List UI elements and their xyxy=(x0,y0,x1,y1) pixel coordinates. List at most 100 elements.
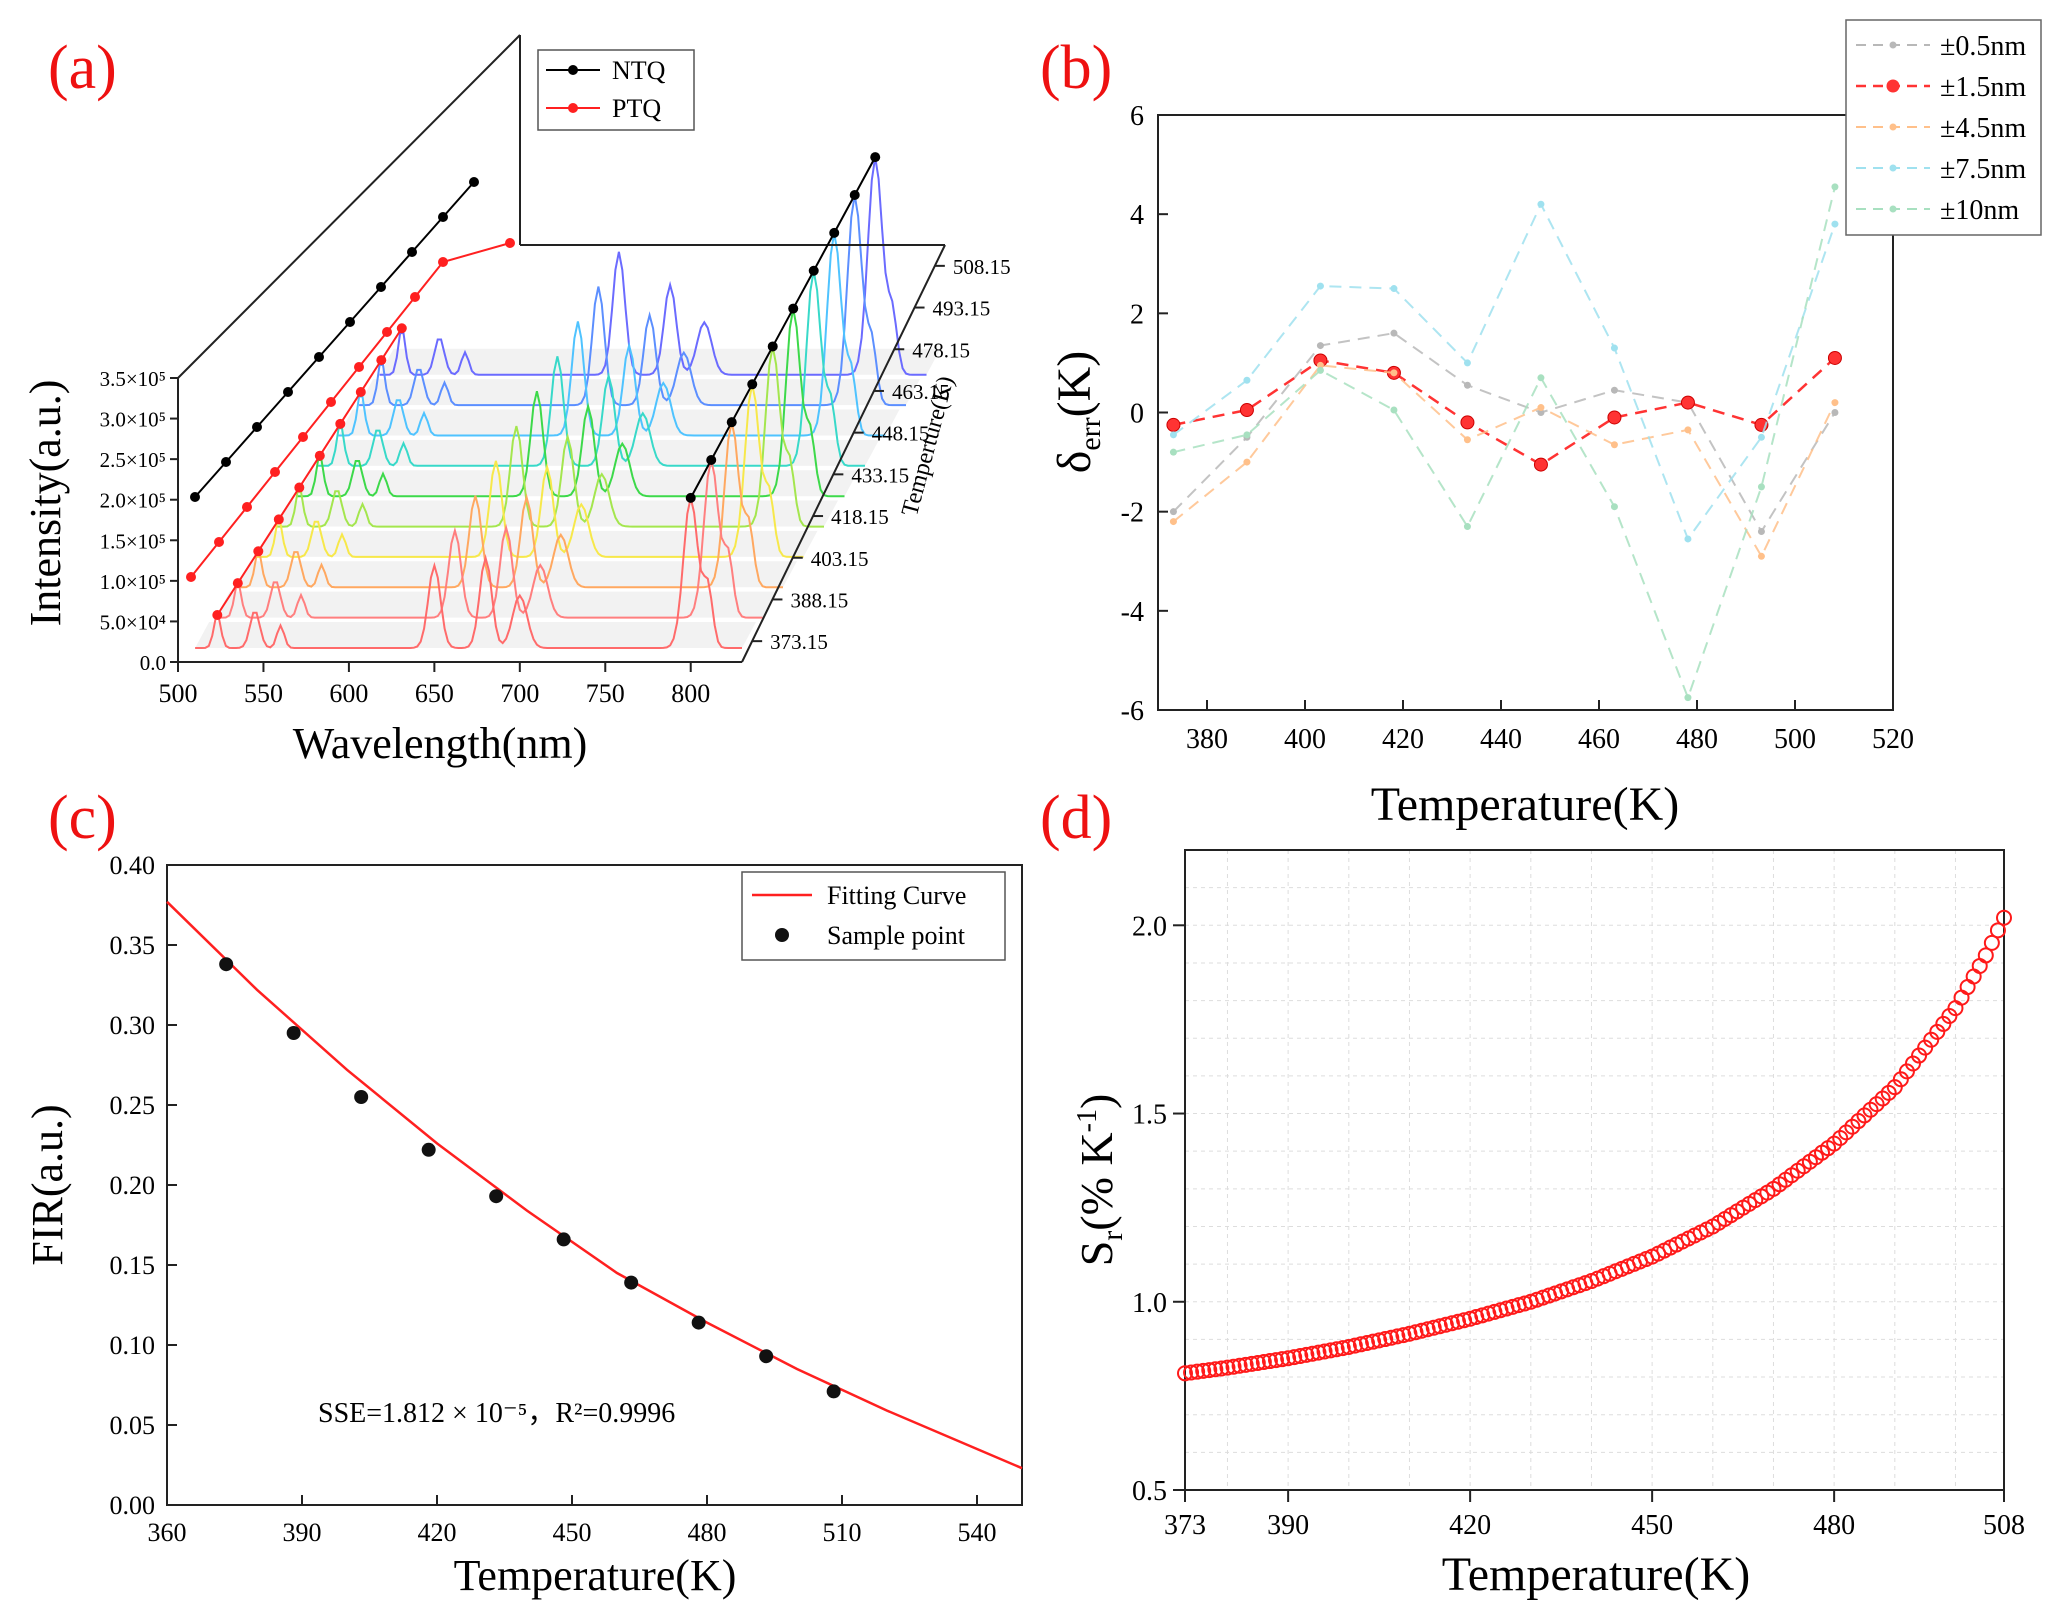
panel-b-legend: ±0.5nm ±1.5nm ±4.5nm ±7.5nm ±10nm xyxy=(1845,19,2042,236)
spectrum-curve-433.15 xyxy=(277,346,824,528)
ntq-back-point xyxy=(438,212,448,222)
legend-label: ±7.5nm xyxy=(1940,154,2026,185)
sr-point xyxy=(1280,1350,1297,1367)
x-tick-label: 550 xyxy=(244,679,283,708)
series-point xyxy=(1680,395,1695,410)
sr-point xyxy=(1183,1364,1200,1381)
spectrum-curve-508.15 xyxy=(379,156,927,376)
ntq-front-point xyxy=(767,341,778,352)
series-point xyxy=(1757,528,1765,535)
y-tick-label: 6 xyxy=(1130,101,1144,132)
series-point xyxy=(1316,361,1324,369)
series-point xyxy=(1463,359,1471,367)
ptq-front-point xyxy=(212,610,223,620)
series-line-±4.5nm xyxy=(1172,364,1836,559)
ntq-front-point xyxy=(870,152,881,163)
spectrum-curve-373.15 xyxy=(195,497,742,649)
legend-sample-label: Sample point xyxy=(827,921,966,950)
sr-point xyxy=(1346,1337,1363,1354)
series-point xyxy=(1537,404,1545,412)
panel-label-b: (b) xyxy=(1040,34,1112,102)
panel-b-plot-frame xyxy=(1157,114,1894,711)
ptq-back-point xyxy=(354,362,364,372)
legend-marker xyxy=(1889,164,1897,172)
sr-point xyxy=(1401,1325,1418,1342)
z-tick-label: 418.15 xyxy=(831,505,889,529)
panel-c-ticks: 360 390 420 450 480 510 540 0.00 0.05 0.10 0.15 0.2… xyxy=(110,851,997,1547)
panel-b-ylabel: δerr(K) xyxy=(1048,351,1107,474)
sample-point xyxy=(354,1090,369,1104)
panel-b-ylabel-main: δ xyxy=(1048,451,1101,474)
sr-point xyxy=(1340,1338,1357,1355)
x-tick-label: 600 xyxy=(329,679,368,708)
ptq-back-point xyxy=(438,257,448,267)
series-point xyxy=(1316,342,1324,350)
ptq-back-point xyxy=(382,327,392,337)
y-tick-label: 0.25 xyxy=(110,1091,156,1120)
spectrum-curve-478.15 xyxy=(338,232,886,437)
y-tick-label: 0.05 xyxy=(110,1411,156,1440)
series-line-±7.5nm xyxy=(1172,201,1836,542)
series-point xyxy=(1831,399,1839,407)
panel-d-ylabel: Sr(% K-1) xyxy=(1071,1094,1129,1267)
y-tick-label: 0.15 xyxy=(110,1251,156,1280)
x-tick-label: 520 xyxy=(1872,724,1914,755)
sr-point xyxy=(1996,909,2012,926)
x-tick-label: 360 xyxy=(148,1518,187,1547)
y-tick-label: 3.0×10⁵ xyxy=(100,408,166,432)
sr-point xyxy=(1971,957,1988,974)
sr-point xyxy=(1989,922,2006,939)
series-point xyxy=(1684,694,1692,702)
legend-marker xyxy=(1889,205,1897,213)
panel-label-a: (a) xyxy=(48,34,117,102)
x-tick-label: 700 xyxy=(500,679,539,708)
y-tick-label: 2.5×10⁵ xyxy=(100,448,166,472)
legend-box xyxy=(741,871,1006,961)
spectrum-curve-493.15 xyxy=(359,194,906,407)
ntq-back-point xyxy=(407,247,417,257)
sr-point xyxy=(1201,1362,1218,1379)
series-point xyxy=(1166,417,1181,432)
legend-ntq-label: NTQ xyxy=(612,56,666,85)
spectrum-floor xyxy=(215,591,777,618)
ntq-back-point xyxy=(314,352,324,362)
series-point xyxy=(1169,518,1177,526)
sr-point xyxy=(1953,989,1970,1006)
y-tick-label: 0 xyxy=(1130,399,1144,430)
z-tick-label: 463.15 xyxy=(892,380,950,404)
x-tick-label: 400 xyxy=(1284,724,1326,755)
ntq-back-point xyxy=(221,457,231,467)
ptq-front-point xyxy=(232,578,243,589)
x-tick-label: 373 xyxy=(1164,1510,1206,1541)
ntq-front-point xyxy=(849,190,860,201)
spectrum-floor xyxy=(297,470,859,497)
sample-point xyxy=(421,1142,436,1157)
z-tick-label: 403.15 xyxy=(811,547,869,571)
ptq-front-point xyxy=(376,355,387,366)
series-point xyxy=(1607,410,1622,425)
z-tick-label: 508.15 xyxy=(953,255,1011,279)
panel-c-xlabel: Temperature(K) xyxy=(454,1551,737,1600)
ptq-front-point xyxy=(314,450,325,461)
panel-a-axes: 500 550 600 650 700 750 800 0.0 5.0×10⁴ 1.0×10⁵ 1.… xyxy=(100,34,1011,708)
spectrum-floor xyxy=(256,530,818,557)
panel-d-plot-frame xyxy=(1184,849,2005,1491)
series-point xyxy=(1390,285,1398,293)
x-tick-label: 420 xyxy=(418,1518,457,1547)
ptq-back-point xyxy=(186,572,196,582)
y-tick-label: 0.35 xyxy=(110,931,156,960)
ntq-front-point xyxy=(726,417,737,428)
y-tick-label: 2.0×10⁵ xyxy=(100,489,166,513)
sr-point xyxy=(1328,1341,1345,1358)
sr-point xyxy=(1395,1327,1412,1344)
spectrum-curve-388.15 xyxy=(215,459,763,619)
sr-point xyxy=(1443,1315,1460,1332)
peak-intensity-lines xyxy=(186,152,881,620)
panel-d-chart: 373 390 420 450 480 508 0.5 1.0 1.5 2.0 Temperatu… xyxy=(1071,849,2025,1601)
sr-point xyxy=(1249,1354,1266,1371)
ntq-front-point xyxy=(747,379,758,390)
sample-point xyxy=(759,1349,774,1364)
legend-sample-marker xyxy=(775,928,789,942)
series-line-±1.5nm xyxy=(1173,357,1836,467)
series-point xyxy=(1831,220,1839,228)
